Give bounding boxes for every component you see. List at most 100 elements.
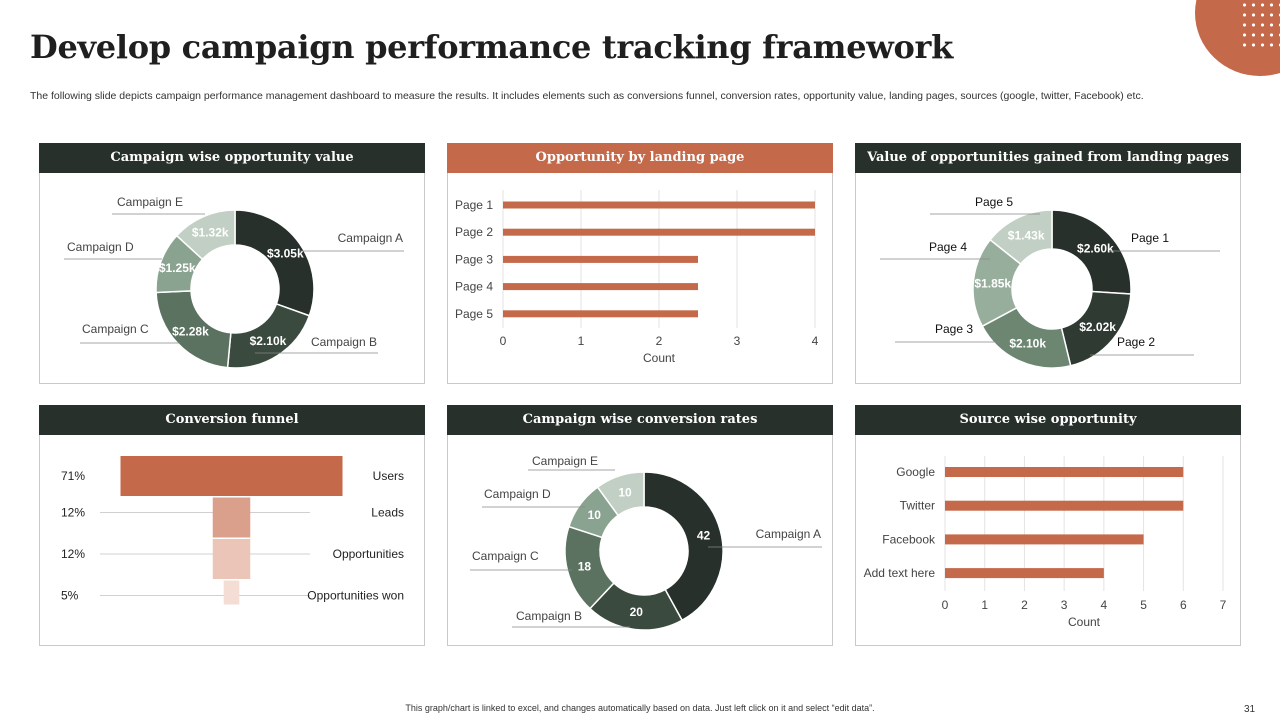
source-bar-add-text-here xyxy=(945,568,1104,579)
opportunity-value-campaign-d: $1.25k xyxy=(159,261,196,275)
source-tick-1: 1 xyxy=(981,598,988,612)
source-category-add-text-here: Add text here xyxy=(864,566,936,580)
conversion-slice-campaign-e xyxy=(596,471,645,517)
landing-page-tick-2: 2 xyxy=(656,334,663,348)
landing-page-tick-0: 0 xyxy=(500,334,507,348)
opportunity-value-campaign-e: $1.32k xyxy=(192,226,229,240)
landing-page-tick-1: 1 xyxy=(578,334,585,348)
opportunity-slice-campaign-e xyxy=(175,209,236,261)
landing-value-slice-page-5 xyxy=(989,209,1053,266)
conversion-label-campaign-d: Campaign D xyxy=(484,487,551,501)
funnel-label-leads: Leads xyxy=(371,506,404,520)
landing-value-title: Value of opportunities gained from landi… xyxy=(855,143,1241,173)
landing-value-value-page-3: $2.10k xyxy=(1009,336,1046,350)
funnel-title: Conversion funnel xyxy=(39,405,425,435)
source-tick-4: 4 xyxy=(1101,598,1108,612)
funnel-label-opportunities-won: Opportunities won xyxy=(307,589,404,603)
source-tick-3: 3 xyxy=(1061,598,1068,612)
conversion-value-campaign-b: 20 xyxy=(630,605,644,619)
source-category-facebook: Facebook xyxy=(882,532,936,546)
landing-page-category-page-1: Page 1 xyxy=(455,198,493,212)
conversion-slice-campaign-a xyxy=(643,471,724,622)
opportunity-value-campaign-b: $2.10k xyxy=(250,334,287,348)
source-bar-twitter xyxy=(945,500,1184,511)
opportunity-value-campaign-c: $2.28k xyxy=(172,324,209,338)
funnel-block-opportunities xyxy=(212,539,251,579)
landing-page-category-page-2: Page 2 xyxy=(455,225,493,239)
landing-value-value-page-1: $2.60k xyxy=(1077,241,1114,255)
opportunity-label-campaign-b: Campaign B xyxy=(311,335,377,349)
landing-value-value-page-2: $2.02k xyxy=(1079,320,1116,334)
opportunity-label-campaign-a: Campaign A xyxy=(338,231,403,245)
opportunity-label-campaign-c: Campaign C xyxy=(82,322,149,336)
landing-page-panel xyxy=(447,143,833,384)
landing-page-axis-label: Count xyxy=(643,351,676,365)
conversion-rates-title: Campaign wise conversion rates xyxy=(447,405,833,435)
source-tick-6: 6 xyxy=(1180,598,1187,612)
funnel-label-users: Users xyxy=(373,469,404,483)
source-tick-0: 0 xyxy=(942,598,949,612)
landing-page-tick-4: 4 xyxy=(812,334,819,348)
landing-value-value-page-4: $1.85k xyxy=(974,277,1011,291)
conversion-label-campaign-a: Campaign A xyxy=(756,527,821,541)
landing-page-bar-page-5 xyxy=(503,310,698,318)
landing-value-label-page-2: Page 2 xyxy=(1117,335,1155,349)
source-panel xyxy=(855,405,1241,646)
funnel-block-opportunities-won xyxy=(223,580,240,605)
funnel-percent-users: 71% xyxy=(61,469,85,483)
conversion-label-campaign-b: Campaign B xyxy=(516,609,582,623)
slide-title: Develop campaign performance tracking fr… xyxy=(30,28,953,66)
conversion-label-campaign-c: Campaign C xyxy=(472,549,539,563)
landing-page-category-page-5: Page 5 xyxy=(455,307,493,321)
source-title: Source wise opportunity xyxy=(855,405,1241,435)
landing-page-category-page-4: Page 4 xyxy=(455,280,493,294)
conversion-label-campaign-e: Campaign E xyxy=(532,454,598,468)
conversion-value-campaign-c: 18 xyxy=(578,559,592,573)
conversion-value-campaign-d: 10 xyxy=(588,508,602,522)
source-axis-label: Count xyxy=(1068,615,1101,629)
funnel-percent-opportunities-won: 5% xyxy=(61,589,79,603)
landing-page-bar-page-3 xyxy=(503,255,698,263)
source-tick-7: 7 xyxy=(1220,598,1227,612)
landing-page-tick-3: 3 xyxy=(734,334,741,348)
landing-page-bar-page-2 xyxy=(503,228,815,236)
opportunity-label-campaign-d: Campaign D xyxy=(67,240,134,254)
landing-page-category-page-3: Page 3 xyxy=(455,252,493,266)
source-bar-google xyxy=(945,467,1184,477)
funnel-label-opportunities: Opportunities xyxy=(333,547,404,561)
source-bar-facebook xyxy=(945,534,1144,545)
source-category-twitter: Twitter xyxy=(900,499,935,513)
footnote: This graph/chart is linked to excel, and… xyxy=(405,703,875,713)
landing-value-slice-page-1 xyxy=(1051,209,1132,295)
landing-page-title: Opportunity by landing page xyxy=(447,143,833,173)
landing-value-label-page-1: Page 1 xyxy=(1131,231,1169,245)
dot-pattern-decoration xyxy=(1240,0,1280,48)
funnel-percent-opportunities: 12% xyxy=(61,547,85,561)
opportunity-slice-campaign-a xyxy=(234,209,315,317)
source-tick-2: 2 xyxy=(1021,598,1028,612)
landing-value-value-page-5: $1.43k xyxy=(1008,228,1045,242)
funnel-block-users xyxy=(120,456,343,496)
conversion-value-campaign-e: 10 xyxy=(618,486,632,500)
funnel-percent-leads: 12% xyxy=(61,506,85,520)
landing-value-label-page-3: Page 3 xyxy=(935,322,973,336)
source-category-google: Google xyxy=(896,465,935,479)
landing-value-label-page-5: Page 5 xyxy=(975,195,1013,209)
opportunity-value-campaign-a: $3.05k xyxy=(267,247,304,261)
funnel-block-leads xyxy=(212,497,251,538)
slide-description: The following slide depicts campaign per… xyxy=(30,90,1144,102)
landing-page-bar-page-4 xyxy=(503,283,698,291)
landing-value-label-page-4: Page 4 xyxy=(929,240,967,254)
source-tick-5: 5 xyxy=(1140,598,1147,612)
landing-page-bar-page-1 xyxy=(503,201,815,209)
conversion-value-campaign-a: 42 xyxy=(697,529,711,543)
opportunity-label-campaign-e: Campaign E xyxy=(117,195,183,209)
page-number: 31 xyxy=(1244,704,1256,715)
campaign-opportunity-title: Campaign wise opportunity value xyxy=(39,143,425,173)
